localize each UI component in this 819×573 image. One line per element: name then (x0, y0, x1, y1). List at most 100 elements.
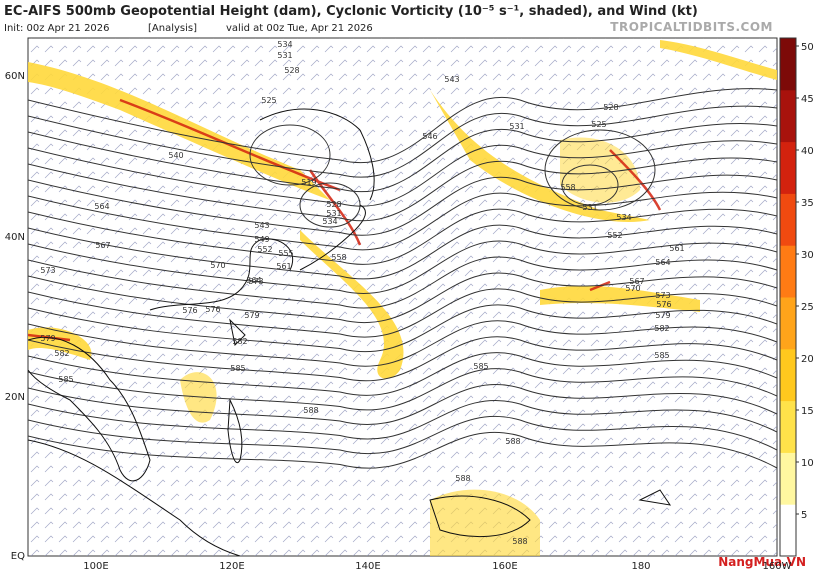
colorbar-segment (780, 297, 796, 350)
analysis-tag: [Analysis] (148, 23, 197, 34)
contour-label: 561 (276, 262, 291, 271)
contour-label: 552 (607, 231, 622, 240)
colorbar-segment (780, 348, 796, 402)
vorticity-shading (28, 40, 777, 556)
height-contour (28, 352, 777, 396)
longitude-label: 120E (219, 561, 244, 572)
latitude-label: 60N (5, 71, 25, 82)
contour-label: 531 (326, 209, 341, 218)
contour-label: 543 (254, 221, 269, 230)
contour-label: 525 (261, 96, 276, 105)
contour-label: 585 (230, 364, 245, 373)
contour-label: 525 (591, 120, 606, 129)
contour-label: 576 (205, 305, 220, 314)
height-contour (28, 288, 777, 338)
height-contour (28, 208, 777, 265)
height-contour (28, 383, 777, 426)
height-contour (544, 129, 656, 211)
colorbar-tick-label: 10 (801, 458, 814, 469)
height-contour (28, 88, 777, 163)
contour-label: 546 (422, 132, 437, 141)
latitude-label: 40N (5, 232, 25, 243)
title: EC-AIFS 500mb Geopotential Height (dam),… (4, 4, 698, 19)
colorbar-tick-label: 40 (801, 146, 814, 157)
height-contour (28, 157, 777, 222)
colorbar-tick-label: 45 (801, 94, 814, 105)
height-contour (28, 431, 777, 469)
latitude-label: 20N (5, 392, 25, 403)
height-contour (28, 399, 777, 440)
contour-label: 531 (277, 51, 292, 60)
longitude-label: 160E (492, 561, 517, 572)
height-contour (28, 240, 777, 294)
watermark: NangMua.VN (718, 555, 806, 569)
contour-label: 579 (244, 311, 259, 320)
contour-label: 552 (257, 245, 272, 254)
longitude-label: 160W (763, 561, 792, 572)
height-contour (28, 304, 777, 353)
contour-label: 519 (301, 178, 316, 187)
contour-label: 579 (655, 311, 670, 320)
height-contour (561, 164, 619, 206)
height-contour (28, 122, 777, 193)
contour-label: 543 (444, 75, 459, 84)
colorbar-segment (780, 452, 796, 505)
longitude-label: 180 (631, 561, 650, 572)
contour-label: 549 (254, 235, 269, 244)
height-contour (28, 105, 777, 178)
height-contour (28, 336, 777, 382)
colorbar-tick-label: 30 (801, 250, 814, 261)
contour-label: 582 (654, 324, 669, 333)
colorbar: 5 10 15 20 25 30 35 40 45 50 (779, 37, 814, 557)
contour-label: 528 (603, 103, 618, 112)
contour-label: 561 (669, 244, 684, 253)
contour-label: 564 (94, 202, 109, 211)
contour-label: 576 (182, 306, 197, 315)
contour-label: 564 (655, 258, 670, 267)
contour-label: 573 (40, 266, 55, 275)
colorbar-tick-label: 15 (801, 406, 814, 417)
colorbar-tick-label: 35 (801, 198, 814, 209)
height-contour (28, 256, 777, 309)
colorbar-tick-label: 5 (801, 510, 807, 521)
contour-label: 579 (40, 334, 55, 343)
height-contour (28, 368, 777, 411)
contour-label: 585 (473, 362, 488, 371)
contour-label: 531 (582, 203, 597, 212)
height-contour (249, 124, 331, 186)
valid-time: valid at 00z Tue, Apr 21 2026 (226, 23, 373, 34)
contour-label: 558 (331, 253, 346, 262)
height-contour (28, 224, 777, 280)
contour-label: 570 (625, 284, 640, 293)
init-time: Init: 00z Apr 21 2026 (4, 23, 110, 34)
contour-label: 534 (322, 217, 337, 226)
contour-label: 573 (248, 277, 263, 286)
contour-label: 588 (303, 406, 318, 415)
colorbar-segment (780, 245, 796, 298)
contour-label: 582 (54, 349, 69, 358)
contour-label: 588 (512, 537, 527, 546)
height-contour (28, 415, 777, 455)
contour-label: 588 (505, 437, 520, 446)
coastlines (28, 108, 672, 556)
contour-label: 570 (210, 261, 225, 270)
height-contour (28, 140, 777, 207)
map-content (28, 38, 777, 556)
contour-label: 531 (509, 122, 524, 131)
contour-label: 528 (284, 66, 299, 75)
colorbar-tick-label: 50 (801, 42, 814, 53)
colorbar-segment (780, 38, 796, 91)
colorbar-segment (780, 89, 796, 143)
longitude-label: 140E (355, 561, 380, 572)
contour-label: 588 (455, 474, 470, 483)
longitude-label: 100E (83, 561, 108, 572)
contour-label: 573 (655, 291, 670, 300)
source: TROPICALTIDBITS.COM (610, 20, 773, 34)
contour-label: 558 (560, 183, 575, 192)
height-contour (28, 174, 777, 236)
colorbar-segment (780, 141, 796, 194)
contour-label: 576 (656, 300, 671, 309)
contour-label: 555 (278, 249, 293, 258)
